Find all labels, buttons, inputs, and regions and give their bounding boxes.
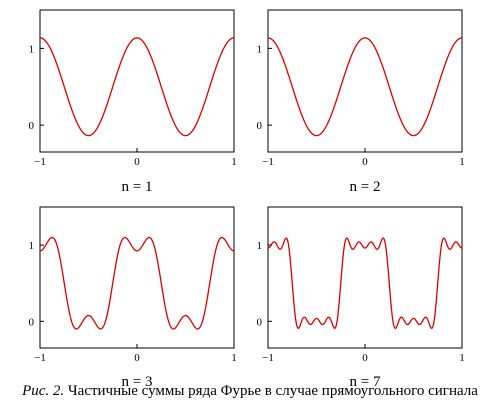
panel-1-plot-frame xyxy=(39,9,235,153)
panel-2-x-tick-label: 0 xyxy=(362,156,368,168)
panel-1-x-tick-label: 1 xyxy=(231,156,237,168)
panel-2-y-tick-label: 0 xyxy=(257,120,263,132)
figure-caption: Рис. 2. Частичные суммы ряда Фурье в слу… xyxy=(0,383,500,400)
panel-4-y-tick-label: 0 xyxy=(257,316,263,328)
panel-4-label: n = 7 xyxy=(350,374,381,390)
panel-3-plot-frame xyxy=(39,206,235,349)
panel-3-x-tick-label: 1 xyxy=(231,352,237,364)
panel-2-series-line xyxy=(267,37,463,137)
panel-1-y-tick-label: 1 xyxy=(29,43,35,55)
panel-3-label: n = 3 xyxy=(122,374,153,390)
panel-4-y-tick-label: 1 xyxy=(257,240,263,252)
panel-3-x-tick-label: 0 xyxy=(134,352,140,364)
panel-2-plot-frame xyxy=(267,9,463,153)
panel-1-label: n = 1 xyxy=(122,179,153,195)
panel-3-x-tick-label: −1 xyxy=(34,352,46,364)
panel-3-y-tick-label: 0 xyxy=(29,316,35,328)
caption-text: Частичные суммы ряда Фурье в случае прям… xyxy=(67,383,478,399)
panel-2-x-tick-label: −1 xyxy=(262,156,274,168)
panel-1-x-tick-label: −1 xyxy=(34,156,46,168)
panel-4-x-tick-label: −1 xyxy=(262,352,274,364)
panel-2-y-tick-label: 1 xyxy=(257,43,263,55)
panel-2-label: n = 2 xyxy=(350,179,381,195)
panel-4-x-tick-label: 0 xyxy=(362,352,368,364)
panel-3-y-tick-label: 1 xyxy=(29,240,35,252)
panel-2-x-tick-label: 1 xyxy=(459,156,465,168)
panel-4-series-line xyxy=(267,237,463,329)
panel-4-x-tick-label: 1 xyxy=(459,352,465,364)
panel-1-x-tick-label: 0 xyxy=(134,156,140,168)
panel-1-series-line xyxy=(39,37,235,137)
panel-1-y-tick-label: 0 xyxy=(29,120,35,132)
caption-label: Рис. 2. xyxy=(22,383,65,399)
panel-3-series-line xyxy=(39,236,235,330)
